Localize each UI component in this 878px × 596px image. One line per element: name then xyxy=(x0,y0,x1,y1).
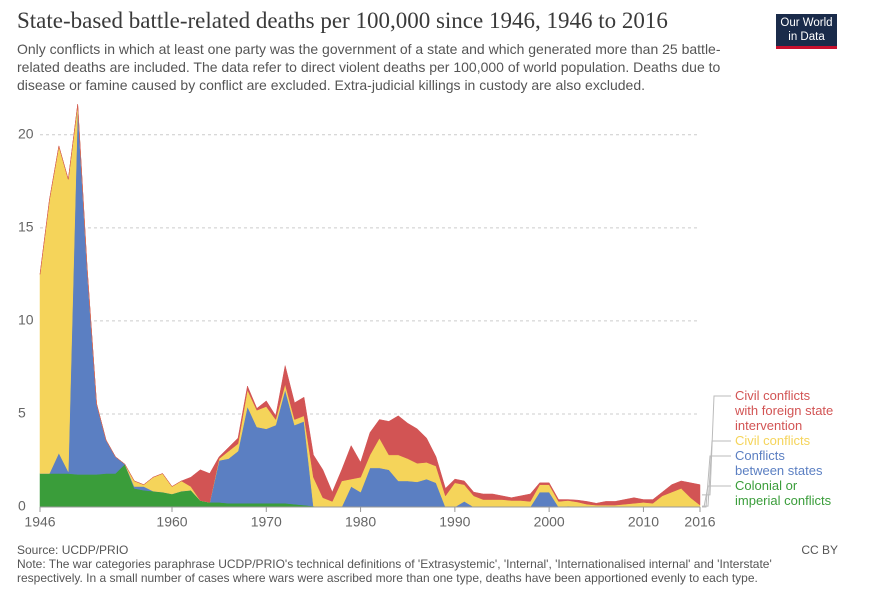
x-tick-label: 2010 xyxy=(628,514,659,530)
x-tick-label: 1960 xyxy=(156,514,187,530)
y-tick-label: 0 xyxy=(18,498,26,514)
x-tick-label: 1980 xyxy=(345,514,376,530)
legend-entry[interactable]: Civil conflicts xyxy=(735,433,811,448)
legend-connector xyxy=(702,455,731,508)
legend-entry[interactable]: Civil conflicts with foreign state inter… xyxy=(735,388,834,433)
logo-text: Our World xyxy=(780,17,833,29)
y-tick-label: 5 xyxy=(18,405,26,421)
x-tick-label: 2016 xyxy=(684,514,715,530)
x-tick-label: 2000 xyxy=(534,514,565,530)
x-tick-label: 1946 xyxy=(24,514,55,530)
chart-subtitle: Only conflicts in which at least one par… xyxy=(17,41,721,93)
y-tick-label: 20 xyxy=(18,125,34,141)
logo[interactable]: Our World in Data xyxy=(776,14,837,49)
note: Note: The war categories paraphrase UCDP… xyxy=(17,557,772,585)
license[interactable]: CC BY xyxy=(801,543,838,557)
x-tick-label: 1970 xyxy=(251,514,282,530)
legend-entry[interactable]: Conflicts between states xyxy=(735,448,823,478)
chart: 0 5 10 15 20 1946 1960 1970 1980 1990 2000 2010 2016 xyxy=(18,104,731,530)
source[interactable]: Source: UCDP/PRIO xyxy=(17,543,129,557)
y-tick-label: 15 xyxy=(18,219,34,235)
legend-connector xyxy=(702,440,731,507)
logo-text: in Data xyxy=(788,31,825,43)
y-tick-label: 10 xyxy=(18,312,34,328)
legend-entry[interactable]: Colonial or imperial conflicts xyxy=(735,478,832,508)
area xyxy=(39,104,701,506)
x-tick-label: 1990 xyxy=(439,514,470,530)
legend-connector xyxy=(702,395,731,496)
chart-title: State-based battle-related deaths per 10… xyxy=(17,8,668,33)
